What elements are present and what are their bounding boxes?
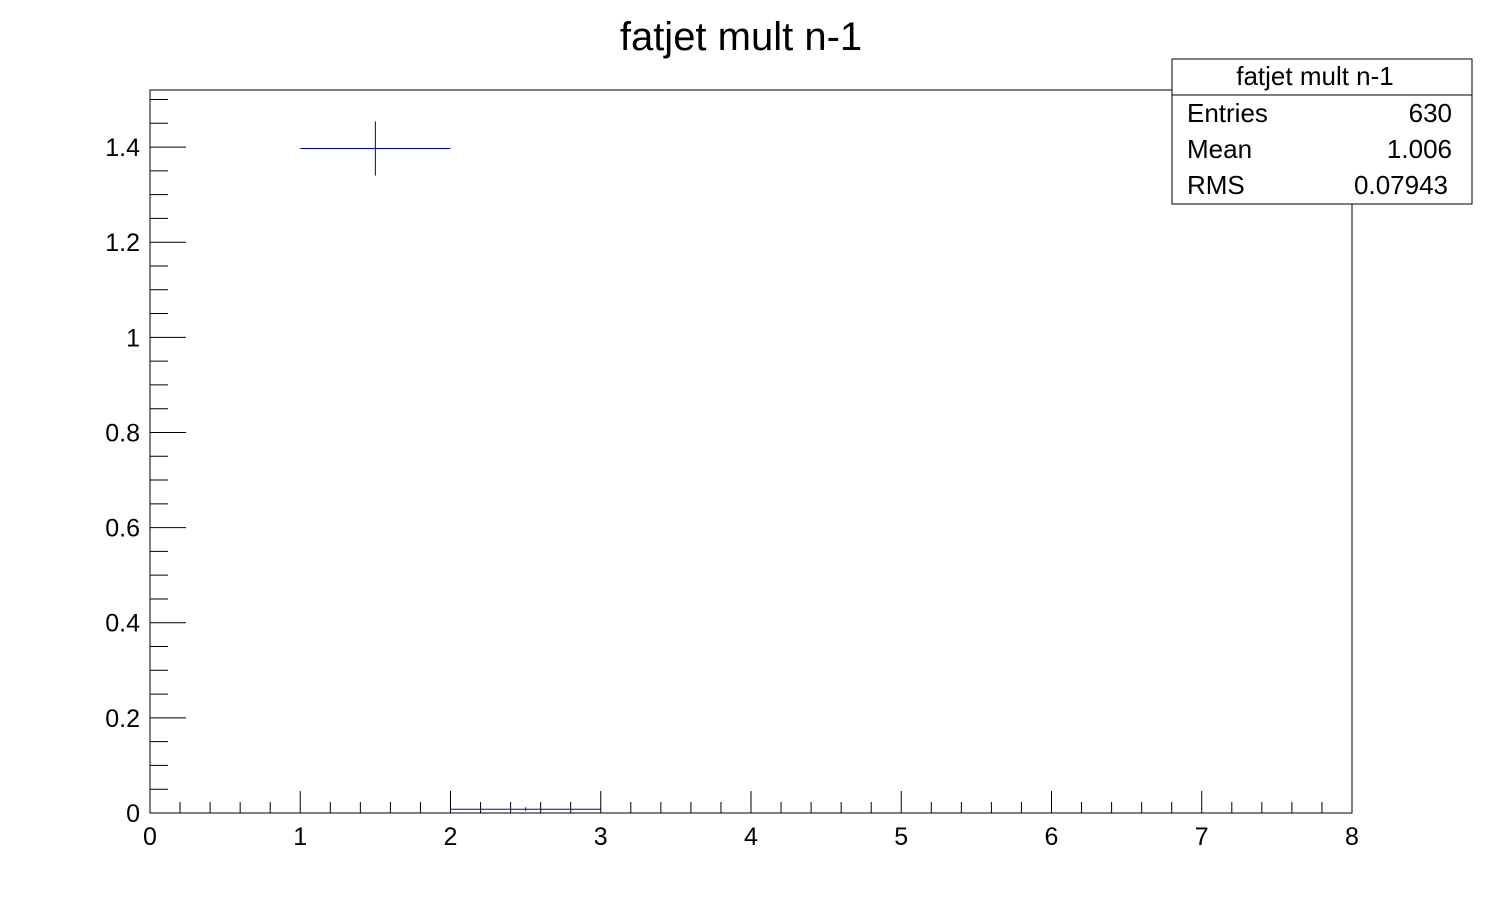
y-tick-label: 1.4 — [105, 134, 140, 162]
y-tick-label: 0.4 — [105, 610, 140, 638]
x-tick-label: 5 — [894, 823, 908, 851]
chart-title: fatjet mult n-1 — [620, 15, 862, 59]
stats-box-title: fatjet mult n-1 — [1236, 61, 1394, 91]
y-tick-label: 0.6 — [105, 515, 140, 543]
x-tick-label: 3 — [594, 823, 608, 851]
stats-rms-label: RMS — [1187, 170, 1245, 200]
y-tick-label: 1 — [126, 324, 140, 352]
stats-rms-value: 0.07943 — [1354, 170, 1448, 200]
y-tick-label: 0 — [126, 800, 140, 828]
x-tick-label: 7 — [1195, 823, 1209, 851]
x-tick-label: 4 — [744, 823, 758, 851]
y-axis: 0 0.2 0.4 0.6 0.8 1 1.2 1.4 — [105, 99, 186, 828]
x-tick-label: 0 — [143, 823, 157, 851]
stats-entries-value: 630 — [1409, 98, 1452, 128]
histogram-data — [300, 121, 601, 812]
stats-box: fatjet mult n-1 Entries 630 Mean 1.006 R… — [1171, 58, 1473, 205]
stats-box-frame — [1171, 58, 1473, 205]
y-tick-label: 1.2 — [105, 229, 140, 257]
x-tick-label: 8 — [1345, 823, 1359, 851]
x-tick-label: 1 — [293, 823, 307, 851]
stats-entries-label: Entries — [1187, 98, 1268, 128]
x-tick-label: 6 — [1045, 823, 1059, 851]
x-axis: 0 1 2 3 4 5 6 7 8 — [143, 791, 1359, 851]
y-tick-label: 0.2 — [105, 705, 140, 733]
stats-mean-value: 1.006 — [1387, 134, 1452, 164]
x-tick-label: 2 — [444, 823, 458, 851]
y-tick-label: 0.8 — [105, 419, 140, 447]
stats-mean-label: Mean — [1187, 134, 1252, 164]
